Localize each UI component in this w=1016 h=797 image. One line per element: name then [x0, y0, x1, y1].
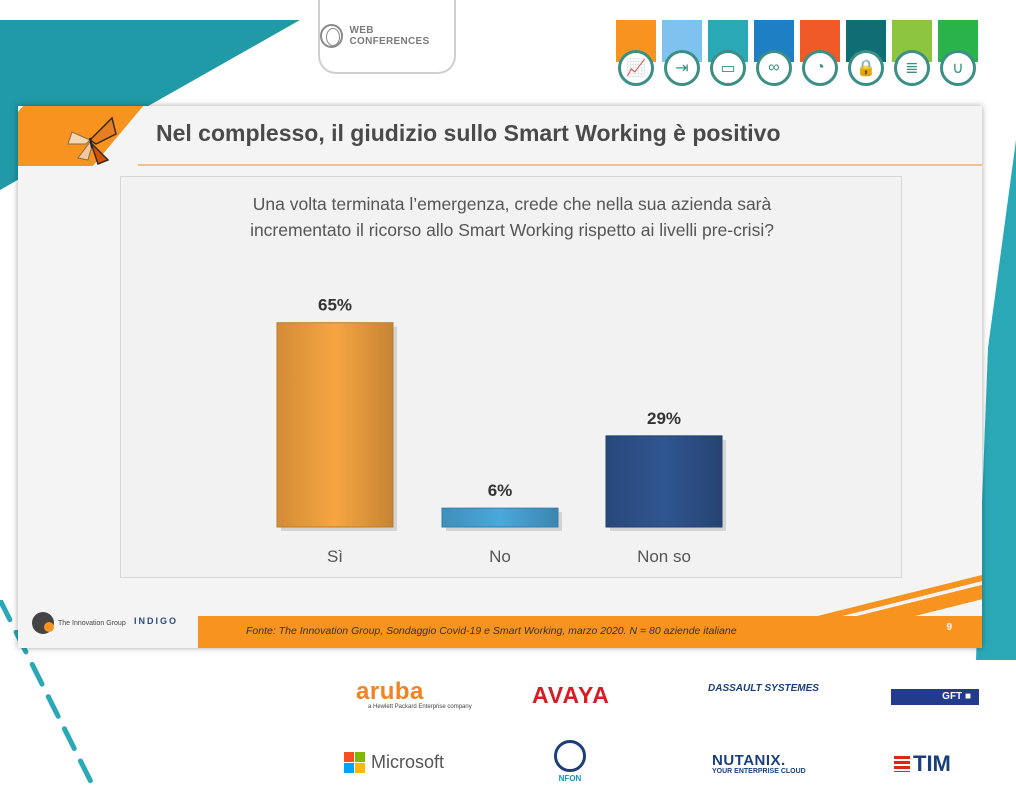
category-tab-3[interactable]: ▭ — [708, 20, 748, 86]
tim-logo-icon — [894, 756, 910, 772]
globe-cursor-icon — [320, 24, 344, 48]
satellite-dish-icon: ◔ — [802, 50, 838, 86]
stethoscope-icon: ∪ — [940, 50, 976, 86]
category-label-1: Sì — [327, 547, 343, 566]
question-line-1: Una volta terminata l’emergenza, crede c… — [252, 194, 772, 214]
bar-3 — [605, 435, 723, 528]
category-tab-1[interactable]: 📈 — [616, 20, 656, 86]
title-underline — [138, 164, 982, 166]
growth-chart-icon: 📈 — [618, 50, 654, 86]
tim-label: TIM — [913, 751, 951, 776]
category-tab-8[interactable]: ∪ — [938, 20, 978, 86]
question-line-2: incrementato il ricorso allo Smart Worki… — [250, 220, 774, 240]
category-tab-2[interactable]: ⇥ — [662, 20, 702, 86]
microsoft-logo-icon — [344, 752, 365, 773]
survey-question: Una volta terminata l’emergenza, crede c… — [121, 191, 903, 243]
sponsor-tim: TIM — [894, 751, 951, 777]
laptop-icon: ▭ — [710, 50, 746, 86]
category-tab-6[interactable]: 🔒 — [846, 20, 886, 86]
category-tab-5[interactable]: ◔ — [800, 20, 840, 86]
bar-chart: 65% Sì 6% No 29% Non so — [276, 296, 726, 566]
sponsor-aruba-tagline: a Hewlett Packard Enterprise company — [368, 704, 472, 710]
web-conferences-badge: WEB CONFERENCES — [318, 0, 456, 74]
innovation-group-logo: The Innovation Group — [32, 612, 126, 634]
slide-title: Nel complesso, il giudizio sullo Smart W… — [156, 120, 781, 146]
sponsor-microsoft: Microsoft — [344, 752, 444, 773]
decorative-teal-band — [976, 140, 1016, 660]
page-number: 9 — [946, 622, 952, 633]
category-tabs: 📈 ⇥ ▭ ∞ ◔ 🔒 ≣ ∪ — [616, 20, 978, 86]
source-note: Fonte: The Innovation Group, Sondaggio C… — [246, 625, 737, 637]
sponsor-aruba: aruba — [356, 678, 424, 705]
innovation-group-label: The Innovation Group — [58, 619, 126, 627]
sponsor-nutanix-tagline: YOUR ENTERPRISE CLOUD — [712, 768, 806, 775]
nfon-globe-icon — [554, 740, 586, 772]
chart-panel: Una volta terminata l’emergenza, crede c… — [120, 176, 902, 578]
sponsor-avaya: AVAYA — [532, 682, 610, 708]
category-tab-7[interactable]: ≣ — [892, 20, 932, 86]
butterfly-icon — [67, 116, 117, 165]
lock-shield-icon: 🔒 — [848, 50, 884, 86]
data-label-2: 6% — [488, 481, 513, 500]
bar-1 — [276, 322, 394, 528]
web-conferences-label: WEB CONFERENCES — [349, 25, 430, 47]
footer-band: Fonte: The Innovation Group, Sondaggio C… — [198, 616, 982, 648]
sponsor-nutanix: NUTANIX. — [712, 752, 786, 769]
exit-door-icon: ⇥ — [664, 50, 700, 86]
sponsor-dassault: DASSAULT SYSTEMES — [708, 683, 819, 694]
decorative-dashed-line — [0, 600, 98, 793]
microsoft-label: Microsoft — [371, 752, 445, 772]
server-icon: ≣ — [894, 50, 930, 86]
category-tab-4[interactable]: ∞ — [754, 20, 794, 86]
sponsor-gft: GFT ■ — [891, 689, 979, 705]
sponsor-nfon: NFON — [552, 740, 588, 783]
data-label-3: 29% — [647, 409, 681, 428]
category-label-3: Non so — [637, 547, 691, 566]
bar-2 — [441, 507, 559, 528]
category-label-2: No — [489, 547, 511, 566]
link-icon: ∞ — [756, 50, 792, 86]
innovation-group-mark-icon — [32, 612, 54, 634]
indigo-logo: INDIGO — [134, 616, 179, 626]
data-label-1: 65% — [318, 296, 352, 315]
slide: Nel complesso, il giudizio sullo Smart W… — [18, 106, 982, 648]
nfon-label: NFON — [558, 774, 582, 783]
